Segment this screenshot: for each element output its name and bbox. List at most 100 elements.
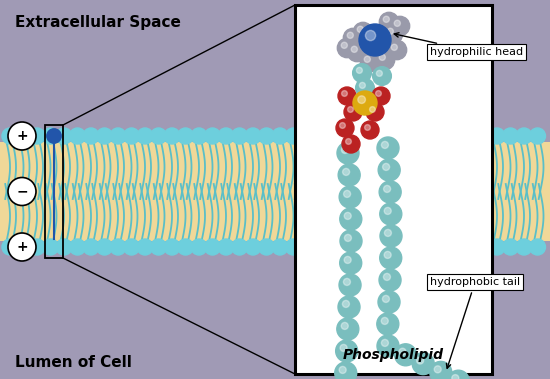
Text: +: +: [16, 240, 28, 254]
Circle shape: [83, 239, 99, 255]
Circle shape: [8, 233, 36, 261]
Circle shape: [342, 91, 348, 96]
Circle shape: [15, 239, 31, 255]
Circle shape: [379, 269, 401, 291]
Circle shape: [96, 239, 113, 255]
Circle shape: [381, 317, 388, 324]
Circle shape: [378, 291, 400, 313]
Circle shape: [245, 128, 261, 144]
Circle shape: [124, 239, 140, 255]
Circle shape: [272, 128, 288, 144]
Circle shape: [347, 42, 367, 62]
Circle shape: [347, 32, 354, 38]
Circle shape: [338, 296, 360, 318]
Circle shape: [384, 251, 391, 258]
Circle shape: [384, 207, 391, 215]
Circle shape: [29, 128, 45, 144]
Circle shape: [164, 128, 180, 144]
Circle shape: [232, 239, 248, 255]
Circle shape: [343, 28, 362, 48]
Circle shape: [69, 128, 85, 144]
Circle shape: [375, 50, 395, 70]
Circle shape: [381, 340, 388, 346]
Circle shape: [218, 128, 234, 144]
Circle shape: [340, 252, 362, 274]
Circle shape: [340, 230, 362, 252]
Circle shape: [29, 239, 45, 255]
Circle shape: [342, 135, 360, 153]
Circle shape: [379, 54, 386, 60]
Circle shape: [341, 323, 348, 329]
Circle shape: [383, 16, 389, 22]
Circle shape: [339, 186, 361, 208]
Circle shape: [516, 128, 532, 144]
Circle shape: [341, 42, 348, 49]
Circle shape: [360, 52, 379, 72]
Text: Lumen of Cell: Lumen of Cell: [15, 355, 132, 370]
Circle shape: [42, 128, 58, 144]
Circle shape: [357, 26, 364, 32]
Circle shape: [344, 234, 351, 241]
Circle shape: [337, 318, 359, 340]
Circle shape: [503, 128, 519, 144]
Circle shape: [348, 106, 353, 112]
Circle shape: [344, 212, 351, 219]
Circle shape: [359, 24, 391, 56]
Circle shape: [2, 239, 18, 255]
Circle shape: [345, 139, 351, 144]
Circle shape: [361, 121, 379, 139]
Circle shape: [380, 203, 402, 225]
Text: −: −: [16, 185, 28, 199]
Circle shape: [366, 103, 384, 121]
Circle shape: [336, 340, 358, 362]
Circle shape: [8, 177, 36, 205]
Circle shape: [343, 279, 350, 285]
Circle shape: [336, 119, 354, 137]
Circle shape: [394, 20, 400, 27]
Circle shape: [47, 129, 61, 143]
Circle shape: [376, 70, 382, 77]
Circle shape: [353, 91, 377, 115]
Circle shape: [364, 56, 370, 63]
Circle shape: [69, 239, 85, 255]
Bar: [295, 5, 492, 374]
Bar: [45, 125, 63, 258]
Circle shape: [339, 366, 346, 373]
Circle shape: [338, 87, 356, 105]
Circle shape: [258, 239, 274, 255]
Circle shape: [380, 225, 402, 247]
Circle shape: [337, 38, 357, 58]
Circle shape: [373, 67, 392, 85]
Circle shape: [351, 46, 358, 52]
Circle shape: [394, 344, 416, 366]
Circle shape: [272, 239, 288, 255]
Text: Extracellular Space: Extracellular Space: [15, 15, 181, 30]
Circle shape: [530, 239, 546, 255]
Circle shape: [344, 257, 351, 263]
Circle shape: [338, 164, 360, 186]
Circle shape: [383, 273, 390, 280]
Circle shape: [110, 128, 126, 144]
Circle shape: [365, 125, 370, 130]
Circle shape: [447, 370, 469, 379]
Circle shape: [365, 30, 376, 41]
Circle shape: [110, 239, 126, 255]
Circle shape: [164, 239, 180, 255]
Circle shape: [339, 122, 345, 128]
Circle shape: [430, 362, 452, 379]
Circle shape: [205, 128, 221, 144]
Circle shape: [377, 313, 399, 335]
Circle shape: [370, 106, 375, 112]
Circle shape: [342, 146, 349, 153]
Circle shape: [258, 128, 274, 144]
Circle shape: [530, 128, 546, 144]
Circle shape: [124, 128, 140, 144]
Circle shape: [340, 345, 347, 351]
Text: hydrophilic head: hydrophilic head: [394, 33, 523, 57]
Text: Phospholipid: Phospholipid: [343, 348, 444, 362]
Circle shape: [383, 24, 403, 44]
Circle shape: [56, 239, 72, 255]
Circle shape: [191, 128, 207, 144]
Circle shape: [516, 239, 532, 255]
Circle shape: [191, 239, 207, 255]
